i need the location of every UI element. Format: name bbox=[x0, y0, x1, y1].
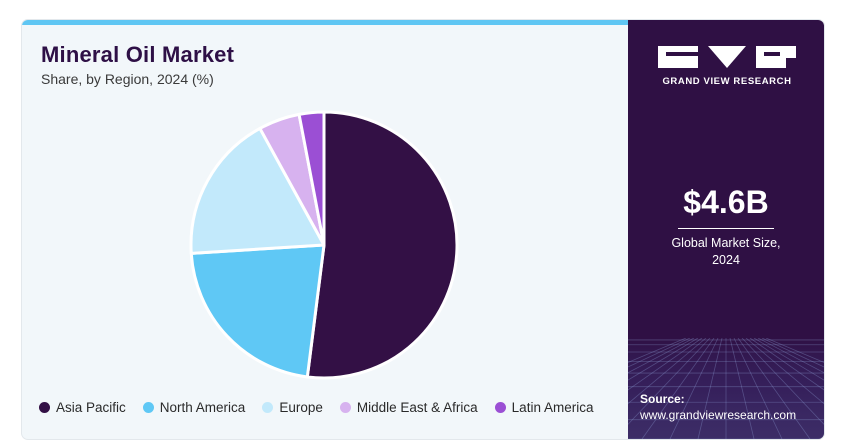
market-size-label-line1: Global Market Size, bbox=[671, 236, 781, 250]
legend-label: North America bbox=[159, 400, 246, 415]
legend-swatch bbox=[339, 402, 351, 413]
chart-card: Mineral Oil Market Share, by Region, 202… bbox=[22, 20, 824, 439]
legend-item-europe: Europe bbox=[262, 400, 323, 415]
pie-slice-europe bbox=[189, 126, 326, 255]
chart-subtitle: Share, by Region, 2024 (%) bbox=[41, 71, 214, 87]
legend-label: Asia Pacific bbox=[56, 400, 126, 415]
logo-mark-icon bbox=[654, 44, 800, 70]
legend-swatch bbox=[494, 402, 506, 413]
chart-title: Mineral Oil Market bbox=[41, 42, 235, 67]
legend-swatch bbox=[39, 402, 50, 413]
decorative-grid bbox=[628, 338, 824, 439]
pie-slice-north-america bbox=[189, 243, 326, 379]
legend-swatch bbox=[142, 402, 154, 413]
legend-item-latin-america: Latin America bbox=[494, 400, 594, 415]
chart-panel: Mineral Oil Market Share, by Region, 202… bbox=[22, 20, 628, 439]
accent-bar bbox=[22, 20, 628, 25]
market-size-value: $4.6B bbox=[683, 184, 769, 220]
brand-logo: GRAND VIEW RESEARCH bbox=[654, 44, 800, 87]
brand-name: GRAND VIEW RESEARCH bbox=[662, 76, 792, 87]
source-label: Source: bbox=[640, 392, 685, 406]
legend-label: Middle East & Africa bbox=[356, 400, 478, 415]
legend-item-middle-east-africa: Middle East & Africa bbox=[339, 400, 478, 415]
stat-divider bbox=[678, 228, 774, 229]
source-link[interactable]: www.grandviewresearch.com bbox=[640, 408, 797, 422]
market-size-label-line2: 2024 bbox=[712, 253, 740, 267]
legend-item-north-america: North America bbox=[142, 400, 246, 415]
legend-swatch bbox=[262, 402, 274, 413]
chart-legend: Asia Pacific North America Europe Middle Ea… bbox=[39, 400, 610, 415]
legend-item-asia-pacific: Asia Pacific bbox=[39, 400, 126, 415]
market-size-label: Global Market Size, 2024 bbox=[628, 235, 824, 269]
pie-chart bbox=[189, 110, 459, 380]
legend-label: Latin America bbox=[511, 400, 594, 415]
info-sidebar: GRAND VIEW RESEARCH $4.6B Global Market … bbox=[628, 20, 824, 439]
pie-slice-latin-america bbox=[297, 110, 326, 247]
pie-slice-asia-pacific bbox=[305, 110, 459, 380]
legend-label: Europe bbox=[279, 400, 323, 415]
